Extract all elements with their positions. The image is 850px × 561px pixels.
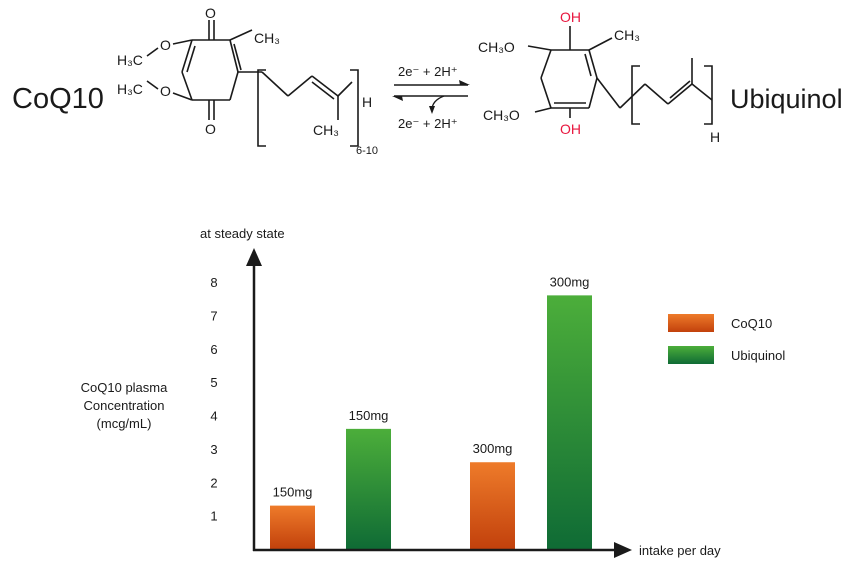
bar-coq10-300mg (470, 462, 515, 549)
reverse-label: 2e⁻ + 2H⁺ (398, 116, 458, 131)
chain-end-label-right: H (710, 129, 720, 145)
x-axis-title: intake per day (639, 543, 721, 558)
bar-value-label: 300mg (473, 441, 513, 456)
methoxy-methyl-2: H₃C (117, 81, 143, 97)
methoxy-o-2: O (160, 83, 171, 99)
y-axis-title-line-3: (mcg/mL) (97, 416, 152, 431)
legend-label-coq10: CoQ10 (731, 316, 772, 331)
y-axis-title: CoQ10 plasma Concentration (mcg/mL) (81, 380, 168, 431)
bar-coq10-150mg (270, 505, 315, 549)
ring-methyl-label: CH₃ (254, 30, 280, 46)
coq10-structure (146, 20, 359, 147)
ubiquinol-structure (527, 26, 713, 125)
ubiquinol-labels: OH OH CH₃O CH₃O CH₃ H (478, 9, 720, 145)
ring-methyl-label-right: CH₃ (614, 27, 640, 43)
reaction-right-name: Ubiquinol (730, 84, 843, 114)
bar-ubiquinol-300mg (547, 295, 592, 549)
bar-value-label: 150mg (273, 485, 313, 500)
chain-methyl-label: CH₃ (313, 122, 339, 138)
y-axis-arrowhead (246, 248, 262, 266)
chain-end-label: H (362, 94, 372, 110)
y-tick-label: 4 (210, 409, 217, 424)
y-tick-label: 6 (210, 342, 217, 357)
reaction-scheme: CoQ10 (12, 5, 843, 157)
y-tick-label: 3 (210, 442, 217, 457)
oxo-bottom-label: O (205, 121, 216, 137)
y-tick-label: 1 (210, 509, 217, 524)
forward-label: 2e⁻ + 2H⁺ (398, 64, 458, 79)
methoxy-methyl-1: H₃C (117, 52, 143, 68)
bar-ubiquinol-150mg (346, 428, 391, 549)
x-axis-arrowhead (614, 542, 632, 558)
forward-arrowhead (459, 80, 470, 85)
legend-swatch-coq10 (668, 314, 714, 332)
coq10-labels: O O O O H₃C H₃C CH₃ CH₃ H 6-10 (117, 5, 378, 157)
methoxy-top-label: CH₃O (478, 39, 515, 55)
hydroxyl-top-label: OH (560, 9, 581, 25)
equilibrium-arrows: 2e⁻ + 2H⁺ 2e⁻ + 2H⁺ (392, 64, 470, 131)
y-axis-title-line-2: Concentration (84, 398, 165, 413)
methoxy-bottom-label: CH₃O (483, 107, 520, 123)
repeat-subscript: 6-10 (356, 145, 378, 157)
y-tick-label: 7 (210, 308, 217, 323)
y-tick-label: 5 (210, 375, 217, 390)
bar-chart: at steady state CoQ10 plasma Concentrati… (81, 226, 785, 558)
y-axis-title-line-1: CoQ10 plasma (81, 380, 168, 395)
y-tick-label: 8 (210, 275, 217, 290)
bar-value-label: 300mg (550, 274, 590, 289)
bar-value-label: 150mg (349, 408, 389, 423)
legend-label-ubiquinol: Ubiquinol (731, 348, 785, 363)
y-tick-label: 2 (210, 475, 217, 490)
y-tick-labels: 1 2 3 4 5 6 7 8 (210, 275, 217, 524)
legend-swatch-ubiquinol (668, 346, 714, 364)
hydroxyl-bottom-label: OH (560, 121, 581, 137)
reaction-left-name: CoQ10 (12, 83, 104, 115)
bar-labels: 150mg 150mg 300mg 300mg (273, 274, 590, 499)
oxo-top-label: O (205, 5, 216, 21)
reverse-arrowhead (392, 96, 403, 101)
methoxy-o-1: O (160, 37, 171, 53)
legend: CoQ10 Ubiquinol (668, 314, 785, 364)
y-axis-top-label: at steady state (200, 226, 285, 241)
bars (270, 295, 592, 549)
